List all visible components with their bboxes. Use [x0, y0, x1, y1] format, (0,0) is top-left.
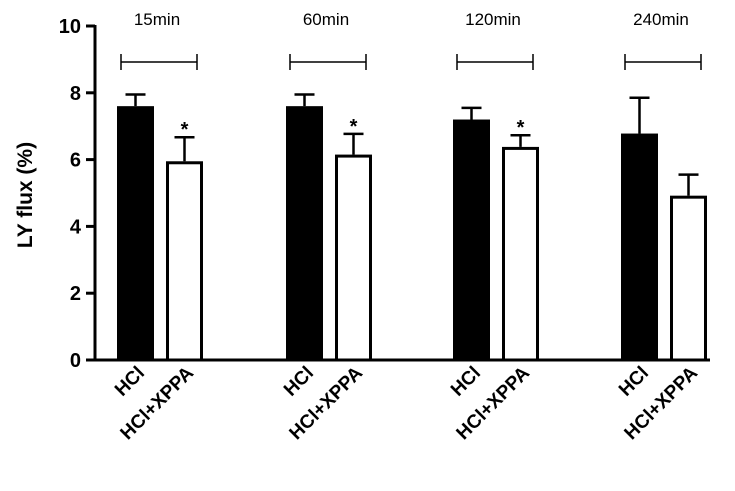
bar-120min-HCl+XPPA [502, 146, 539, 362]
axes: 0 2 4 6 8 10 [59, 16, 710, 372]
group-label-240min: 240min [633, 10, 689, 29]
y-tick-label: 8 [70, 83, 81, 105]
y-tick-label: 4 [70, 216, 82, 238]
x-category-label: HCl [615, 363, 653, 401]
y-tick-label: 2 [70, 283, 81, 305]
x-category-label: HCl [447, 363, 485, 401]
bar-15min-HCl+XPPA [166, 161, 203, 362]
bars [117, 93, 707, 362]
group-label-120min: 120min [465, 10, 521, 29]
bar-60min-HCl [286, 106, 323, 362]
y-tick-label: 0 [70, 350, 81, 372]
bar-15min-HCl [117, 106, 154, 362]
group-label-60min: 60min [303, 10, 349, 29]
x-category-label: HCl [111, 363, 149, 401]
y-tick-label: 10 [59, 16, 81, 38]
bar-240min-HCl+XPPA [670, 195, 707, 362]
significance-mark: * [350, 116, 358, 138]
bar-240min-HCl [621, 133, 658, 362]
x-category-label: HCl [280, 363, 318, 401]
significance-mark: * [517, 117, 525, 139]
group-label-15min: 15min [134, 10, 180, 29]
bar-60min-HCl+XPPA [335, 154, 372, 362]
bar-120min-HCl [453, 119, 490, 362]
y-axis-title: LY flux (%) [14, 142, 37, 248]
significance-mark: * [181, 119, 189, 141]
y-tick-label: 6 [70, 150, 81, 172]
